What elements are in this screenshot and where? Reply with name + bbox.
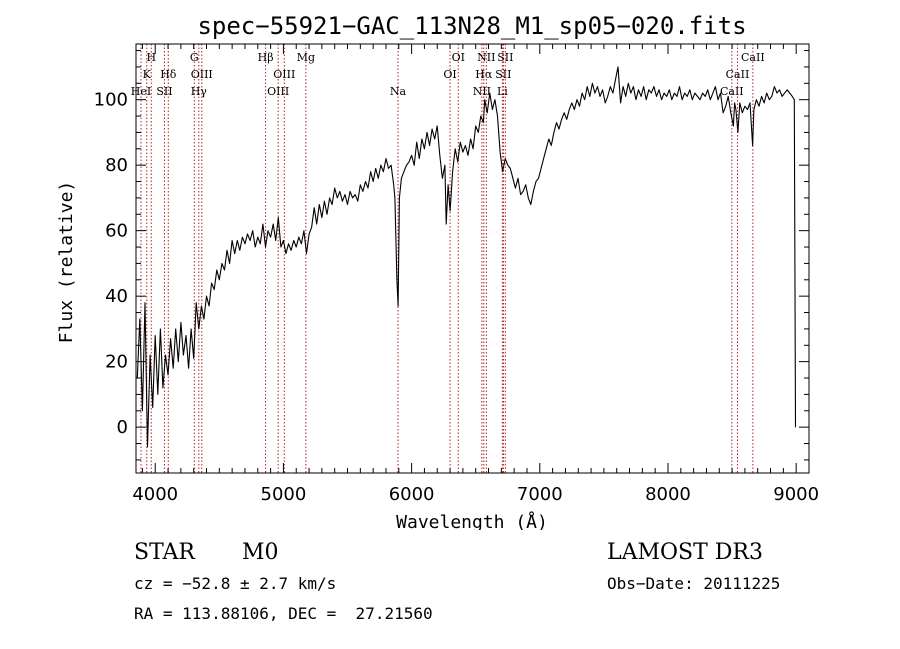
x-tick-label-8000: 8000 xyxy=(645,484,691,505)
y-tick-label-40: 40 xyxy=(105,286,128,307)
series-line-0 xyxy=(136,66,797,448)
marker-label-2: HeI xyxy=(131,85,151,98)
marker-label-4: Hδ xyxy=(160,68,177,81)
object-class: STAR xyxy=(134,540,195,565)
flux-series xyxy=(136,66,797,448)
marker-label-21: CaII xyxy=(720,85,744,98)
x-tick-label-6000: 6000 xyxy=(389,484,435,505)
redshift-readout: cz = −52.8 ± 2.7 km/s xyxy=(134,574,337,593)
survey-name: LAMOST DR3 xyxy=(607,540,763,565)
obs-date: Obs−Date: 20111225 xyxy=(607,574,781,593)
x-tick-label-9000: 9000 xyxy=(773,484,819,505)
marker-label-13: OI xyxy=(443,68,456,81)
x-tick-label-5000: 5000 xyxy=(261,484,307,505)
y-tick-label-60: 60 xyxy=(105,221,128,242)
marker-label-18: Li xyxy=(497,85,508,98)
plot-axes: 4000 5000 6000 7000 8000 9000 0 20 40 60 80 100 xyxy=(94,43,819,505)
marker-label-11: Mg xyxy=(297,51,315,64)
marker-label-3: SII xyxy=(156,85,172,98)
marker-label-15: NII xyxy=(473,85,491,98)
marker-label-17: NII xyxy=(477,51,495,64)
marker-label-7: OIII xyxy=(191,68,213,81)
object-subclass: M0 xyxy=(242,540,279,565)
marker-label-23: CaII xyxy=(741,51,765,64)
chart-title: spec−55921−GAC_113N28_M1_sp05−020.fits xyxy=(197,12,746,40)
marker-label-14: OI xyxy=(452,51,465,64)
x-tick-label-4000: 4000 xyxy=(132,484,178,505)
x-tick-label-7000: 7000 xyxy=(517,484,563,505)
marker-label-22: CaII xyxy=(726,68,750,81)
marker-label-6: Hγ xyxy=(191,85,208,98)
y-tick-label-0: 0 xyxy=(117,417,128,438)
x-axis-label: Wavelength (Å) xyxy=(396,511,548,530)
marker-label-19: SII xyxy=(495,68,511,81)
marker-label-9: OIII xyxy=(267,85,289,98)
y-tick-label-100: 100 xyxy=(94,90,128,111)
marker-label-12: Na xyxy=(390,85,407,98)
marker-label-0: K xyxy=(143,68,152,81)
marker-label-16: Hα xyxy=(475,68,493,81)
plot-frame xyxy=(135,43,810,474)
y-tick-label-80: 80 xyxy=(105,155,128,176)
marker-label-5: G xyxy=(190,51,199,64)
marker-label-20: SII xyxy=(497,51,513,64)
y-tick-label-20: 20 xyxy=(105,352,128,373)
marker-label-8: Hβ xyxy=(258,51,274,64)
coordinates: RA = 113.88106, DEC = 27.21560 xyxy=(134,604,433,623)
spectrum-chart: spec−55921−GAC_113N28_M1_sp05−020.fits K… xyxy=(56,12,819,530)
marker-label-1: H xyxy=(146,51,156,64)
y-axis-label: Flux (relative) xyxy=(56,181,77,344)
marker-label-10: OIII xyxy=(273,68,295,81)
